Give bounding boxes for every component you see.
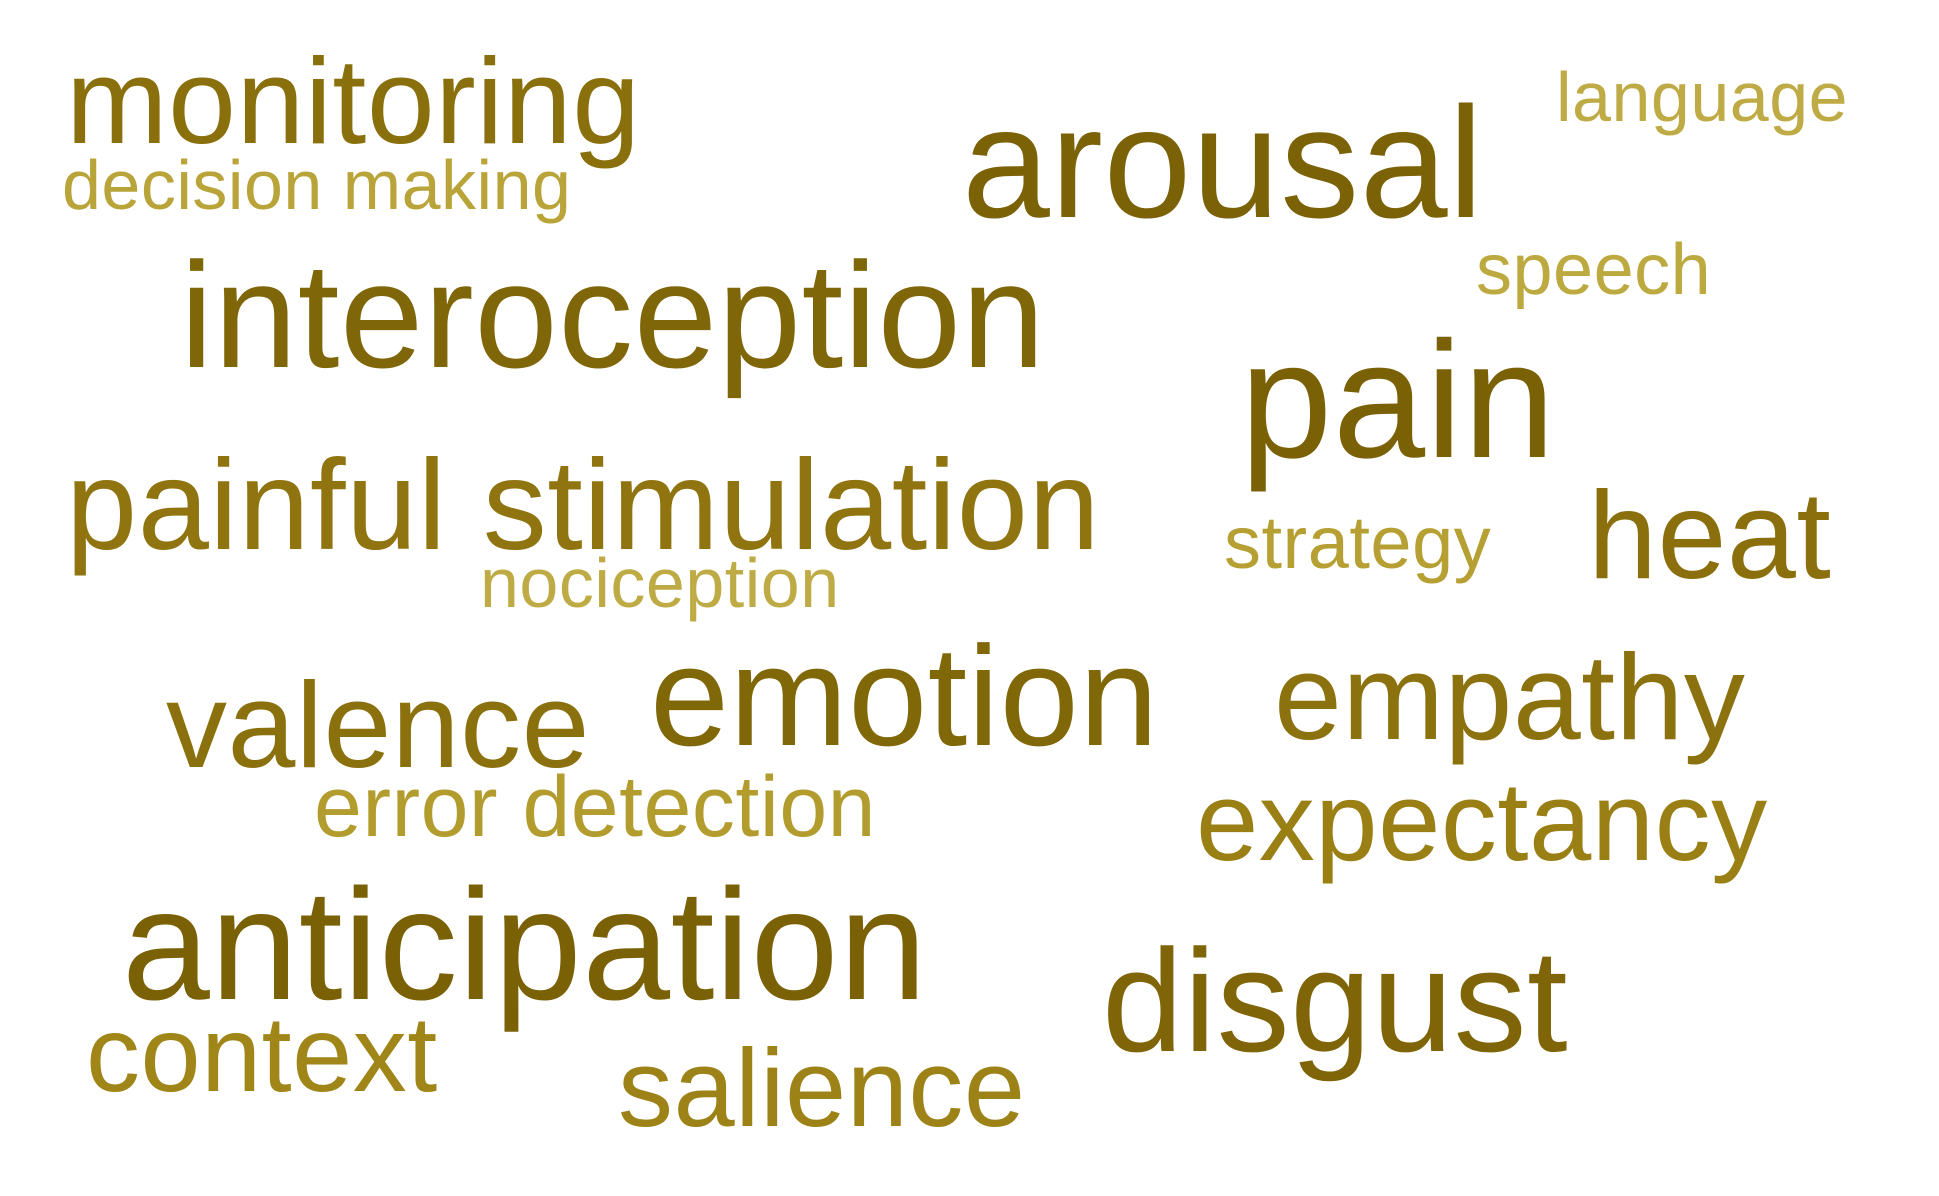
word-anticipation: anticipation <box>122 857 928 1033</box>
word-pain: pain <box>1240 308 1556 493</box>
word-context: context <box>86 993 438 1114</box>
word-emotion: emotion <box>650 617 1159 776</box>
word-monitoring: monitoring <box>66 33 641 169</box>
word-error-detection: error detection <box>314 759 877 855</box>
word-language: language <box>1556 58 1849 136</box>
word-strategy: strategy <box>1224 501 1492 584</box>
word-salience: salience <box>618 1027 1026 1150</box>
word-decision-making: decision making <box>62 146 572 224</box>
word-arousal: arousal <box>962 75 1484 251</box>
word-speech: speech <box>1476 230 1712 310</box>
word-interoception: interoception <box>180 231 1046 399</box>
word-empathy: empathy <box>1274 629 1746 765</box>
word-painful-stimulation: painful stimulation <box>66 434 1101 577</box>
word-nociception: nociception <box>480 544 840 622</box>
word-valence: valence <box>166 657 591 793</box>
word-heat: heat <box>1588 467 1832 605</box>
word-expectancy: expectancy <box>1196 759 1768 884</box>
word-disgust: disgust <box>1102 919 1569 1082</box>
